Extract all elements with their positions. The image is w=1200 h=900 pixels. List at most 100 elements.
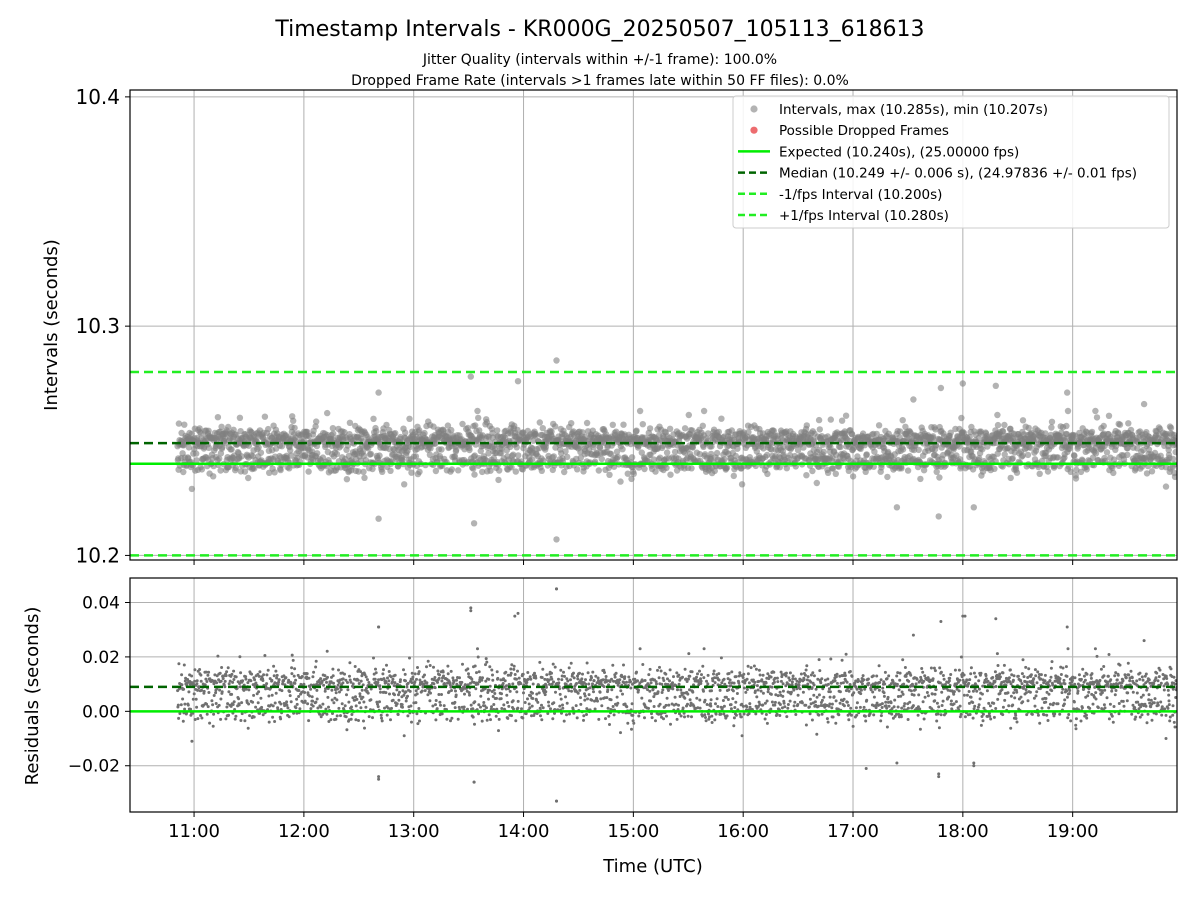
residual-point — [402, 734, 406, 738]
residual-point — [500, 707, 504, 710]
residual-point — [582, 714, 586, 718]
residual-point — [782, 701, 786, 705]
residual-point — [335, 714, 339, 718]
residual-point — [346, 681, 349, 684]
residual-point — [446, 672, 450, 676]
residual-point — [253, 678, 257, 682]
residual-point — [699, 679, 703, 683]
residual-point — [569, 682, 573, 686]
residual-point — [254, 705, 258, 709]
residual-point — [476, 655, 480, 659]
interval-point — [1112, 443, 1120, 450]
residual-point — [800, 701, 804, 705]
residual-point — [475, 671, 478, 675]
residual-point — [254, 681, 258, 685]
residual-point — [550, 677, 554, 681]
residual-point — [336, 687, 339, 691]
residual-point — [749, 666, 753, 670]
interval-point — [917, 475, 924, 483]
interval-point — [562, 448, 569, 455]
residual-point — [287, 678, 291, 682]
residual-point — [366, 678, 369, 682]
residual-point — [225, 670, 229, 674]
interval-point — [829, 465, 837, 472]
interval-point — [638, 449, 645, 456]
residual-point — [705, 703, 709, 706]
residual-point — [752, 664, 756, 668]
residual-point — [724, 695, 728, 699]
residual-point — [240, 701, 244, 705]
residual-point — [496, 676, 500, 680]
residual-point — [773, 703, 777, 707]
interval-point — [367, 450, 375, 458]
residual-point — [351, 696, 355, 700]
interval-point — [455, 467, 462, 474]
residual-point — [529, 694, 532, 698]
residual-point — [492, 703, 496, 706]
interval-point — [225, 423, 232, 431]
interval-point — [1092, 407, 1099, 415]
residual-point — [432, 682, 436, 686]
residual-point — [786, 706, 790, 710]
residual-point — [775, 676, 779, 680]
interval-point — [375, 389, 382, 396]
residual-point — [769, 675, 773, 679]
residual-point — [610, 677, 613, 681]
residual-point — [258, 670, 262, 674]
residual-point — [217, 703, 221, 707]
residual-point — [790, 680, 794, 684]
residual-point — [698, 698, 702, 702]
interval-point — [471, 471, 478, 478]
residual-point — [651, 687, 655, 691]
interval-point — [453, 446, 460, 454]
residual-point — [799, 672, 803, 676]
residual-point — [466, 707, 469, 711]
interval-point — [816, 426, 823, 433]
interval-point — [514, 426, 521, 434]
interval-point — [738, 481, 746, 488]
residual-point — [809, 680, 813, 684]
residual-point — [698, 706, 702, 710]
residual-point — [734, 713, 738, 717]
residual-point — [390, 706, 393, 710]
residual-point — [540, 703, 543, 707]
residual-point — [617, 681, 621, 685]
residual-point — [519, 682, 523, 686]
residual-point — [786, 703, 790, 706]
residual-point — [705, 679, 708, 683]
interval-point — [1025, 424, 1032, 432]
residual-point — [704, 716, 707, 719]
residual-point — [804, 703, 808, 707]
interval-point — [794, 447, 802, 454]
residual-point — [541, 706, 545, 710]
residual-point — [784, 674, 788, 678]
residual-point — [191, 697, 195, 701]
residual-point — [535, 692, 539, 696]
residual-point — [530, 714, 533, 718]
residual-point — [531, 697, 535, 700]
interval-point — [401, 481, 408, 488]
residual-point — [494, 714, 498, 718]
residual-point — [596, 676, 600, 680]
residual-point — [810, 718, 814, 722]
residual-point — [334, 691, 338, 695]
residual-point — [523, 701, 527, 704]
interval-point — [1077, 468, 1085, 476]
residual-point — [343, 672, 346, 676]
residual-point — [753, 689, 757, 693]
residual-point — [504, 687, 508, 691]
interval-point — [255, 444, 262, 451]
residual-point — [337, 706, 341, 710]
residual-point — [208, 721, 212, 725]
residual-point — [649, 699, 652, 703]
residual-point — [567, 689, 571, 693]
residual-point — [325, 649, 329, 653]
interval-point — [238, 453, 245, 460]
residual-point — [230, 672, 234, 676]
residual-point — [246, 681, 250, 685]
interval-point — [770, 427, 777, 435]
interval-point — [609, 421, 616, 428]
residual-point — [547, 700, 550, 704]
interval-point — [232, 464, 240, 472]
residual-point — [182, 687, 186, 691]
